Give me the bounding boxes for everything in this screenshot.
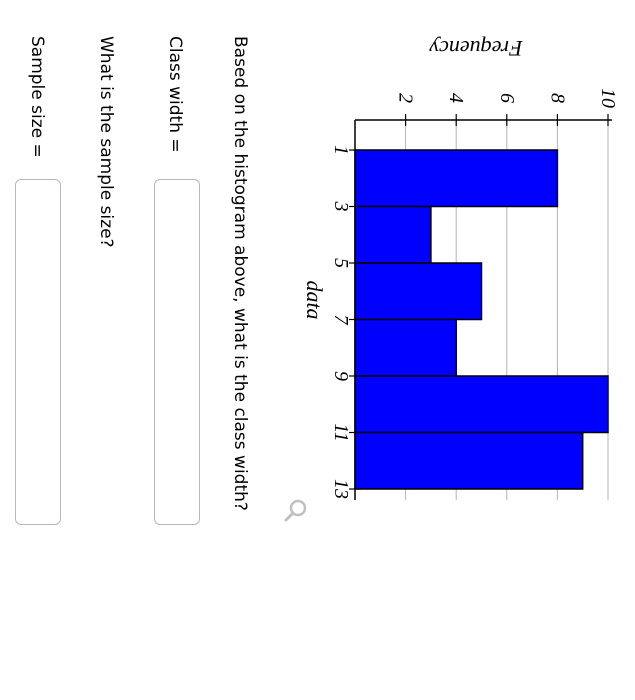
bar-4: [354, 375, 609, 434]
x-tick-label: 5: [330, 258, 352, 268]
x-tick-label: 13: [330, 479, 352, 499]
x-tick-label: 7: [330, 315, 352, 326]
histogram-bars: [354, 149, 609, 490]
y-tick-label: 2: [395, 93, 417, 103]
x-tick-label: 9: [330, 371, 352, 381]
axes: [349, 114, 612, 500]
sample-size-label: Sample size =: [27, 36, 47, 158]
y-tick-label: 8: [546, 93, 568, 103]
x-axis-title: data: [302, 280, 327, 319]
bar-5: [354, 431, 584, 490]
bar-0: [354, 149, 559, 208]
y-tick-label: 6: [496, 93, 518, 103]
magnifier-icon[interactable]: [284, 499, 307, 522]
bar-2: [354, 262, 483, 321]
bar-1: [354, 205, 432, 264]
x-tick-label: 11: [330, 423, 352, 442]
bar-3: [354, 318, 457, 377]
x-tick-label: 3: [330, 201, 352, 212]
question-sample-size: What is the sample size?: [96, 36, 116, 248]
sample-size-input[interactable]: [15, 179, 61, 525]
y-axis-title: Frequency: [429, 36, 523, 61]
y-tick-label: 10: [597, 88, 619, 108]
y-tick-label: 4: [445, 93, 467, 103]
class-width-input[interactable]: [154, 179, 200, 525]
x-tick-label: 1: [330, 145, 352, 155]
question-class-width: Based on the histogram above, what is th…: [230, 36, 250, 511]
class-width-label: Class width =: [165, 36, 185, 153]
